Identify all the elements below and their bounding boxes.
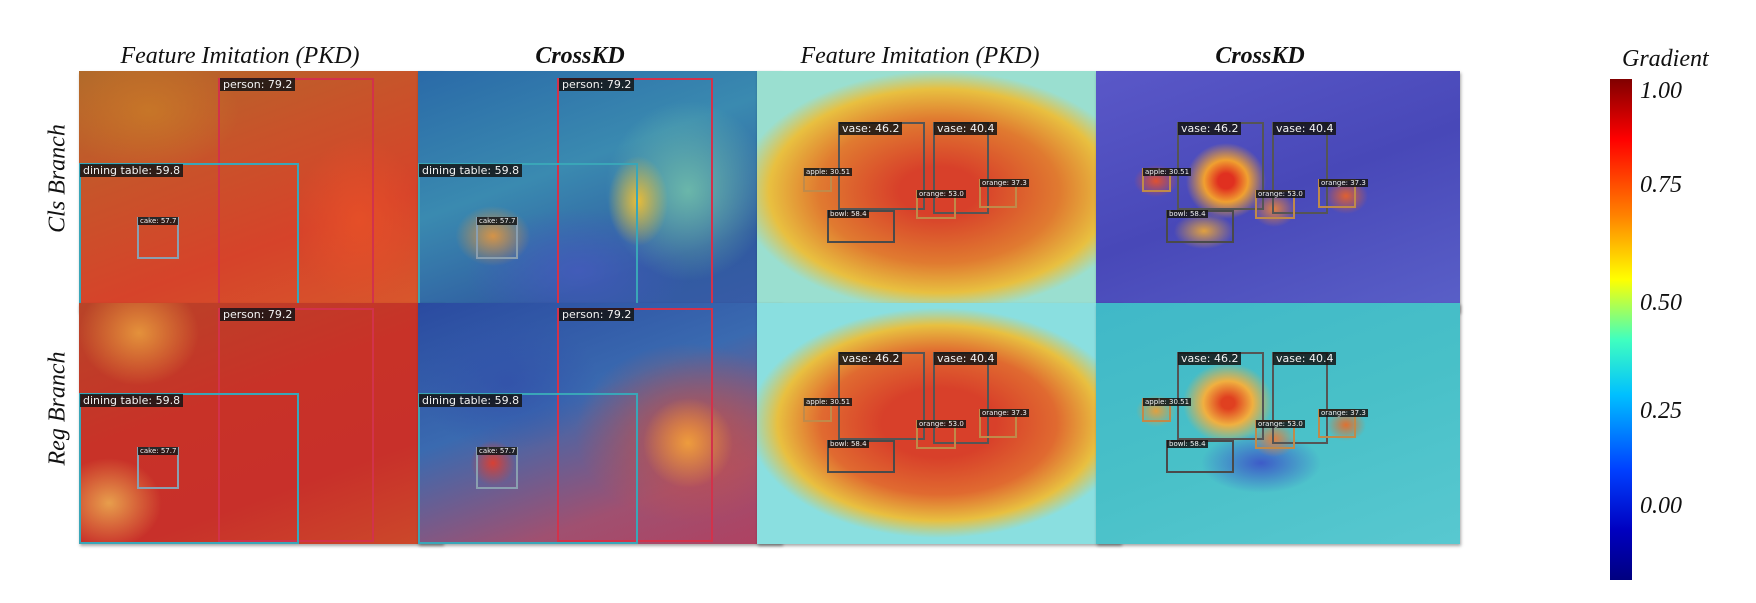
- vase-box-1: [838, 352, 925, 440]
- person-label: person: 79.2: [559, 78, 635, 91]
- heatmap-panel-pkd-child-reg: person: 79.2 dining table: 59.8 cake: 57…: [79, 303, 443, 544]
- row-label-reg: Reg Branch: [44, 351, 71, 466]
- person-box: [218, 308, 374, 542]
- vase-box-1: [1177, 122, 1264, 210]
- bowl-label: bowl: 58.4: [1167, 210, 1208, 218]
- cake-label: cake: 57.7: [138, 447, 179, 455]
- dining-table-label: dining table: 59.8: [80, 394, 184, 407]
- vase-label-2: vase: 40.4: [1273, 352, 1337, 365]
- row-label-cls: Cls Branch: [44, 124, 71, 233]
- dining-table-label: dining table: 59.8: [80, 164, 184, 177]
- orange-label-2: orange: 37.3: [1319, 179, 1368, 187]
- dining-table-label: dining table: 59.8: [419, 394, 523, 407]
- orange-label-1: orange: 53.0: [917, 420, 966, 428]
- bowl-label: bowl: 58.4: [828, 210, 869, 218]
- orange-label-2: orange: 37.3: [1319, 409, 1368, 417]
- colorbar-tick-1-00: 1.00: [1640, 78, 1682, 104]
- orange-label-1: orange: 53.0: [1256, 190, 1305, 198]
- dining-table-label: dining table: 59.8: [419, 164, 523, 177]
- apple-label: apple: 30.51: [804, 398, 853, 406]
- heatmap-panel-crosskd-still-life-cls: vase: 46.2 vase: 40.4 apple: 30.51 orang…: [1096, 71, 1460, 312]
- dining-table-box: [418, 163, 638, 312]
- colorbar-tick-0-50: 0.50: [1640, 290, 1682, 316]
- column-title-2: CrossKD: [535, 43, 625, 69]
- vase-box-1: [838, 122, 925, 210]
- vase-label-1: vase: 46.2: [839, 122, 903, 135]
- colorbar-tick-0-00: 0.00: [1640, 493, 1682, 519]
- person-label: person: 79.2: [220, 78, 296, 91]
- heatmap-panel-pkd-still-life-reg: vase: 46.2 vase: 40.4 apple: 30.51 orang…: [757, 303, 1121, 544]
- cake-label: cake: 57.7: [138, 217, 179, 225]
- vase-label-1: vase: 46.2: [1178, 122, 1242, 135]
- dining-table-box: [79, 163, 299, 312]
- orange-label-1: orange: 53.0: [917, 190, 966, 198]
- heatmap-panel-crosskd-child-cls: person: 79.2 dining table: 59.8 cake: 57…: [418, 71, 782, 312]
- heatmap-panel-pkd-still-life-cls: vase: 46.2 vase: 40.4 apple: 30.51 orang…: [757, 71, 1121, 312]
- heatmap-panel-crosskd-child-reg: person: 79.2 dining table: 59.8 cake: 57…: [418, 303, 782, 544]
- cake-label: cake: 57.7: [477, 217, 518, 225]
- colorbar-tick-0-25: 0.25: [1640, 398, 1682, 424]
- apple-label: apple: 30.51: [1143, 168, 1192, 176]
- bowl-label: bowl: 58.4: [1167, 440, 1208, 448]
- colorbar-tick-0-75: 0.75: [1640, 172, 1682, 198]
- dining-table-box: [79, 393, 299, 544]
- apple-label: apple: 30.51: [804, 168, 853, 176]
- vase-box-1: [1177, 352, 1264, 440]
- orange-label-1: orange: 53.0: [1256, 420, 1305, 428]
- colorbar-title: Gradient: [1622, 46, 1709, 72]
- vase-label-1: vase: 46.2: [839, 352, 903, 365]
- vase-label-1: vase: 46.2: [1178, 352, 1242, 365]
- column-title-1: Feature Imitation (PKD): [120, 43, 360, 69]
- cake-label: cake: 57.7: [477, 447, 518, 455]
- column-title-3: Feature Imitation (PKD): [800, 43, 1040, 69]
- person-box: [557, 308, 713, 542]
- column-title-4: CrossKD: [1215, 43, 1305, 69]
- heatmap-panel-crosskd-still-life-reg: vase: 46.2 vase: 40.4 apple: 30.51 orang…: [1096, 303, 1460, 544]
- bowl-label: bowl: 58.4: [828, 440, 869, 448]
- apple-label: apple: 30.51: [1143, 398, 1192, 406]
- vase-label-2: vase: 40.4: [934, 122, 998, 135]
- orange-label-2: orange: 37.3: [980, 179, 1029, 187]
- vase-label-2: vase: 40.4: [934, 352, 998, 365]
- person-label: person: 79.2: [559, 308, 635, 321]
- dining-table-box: [418, 393, 638, 544]
- vase-label-2: vase: 40.4: [1273, 122, 1337, 135]
- heatmap-panel-pkd-child-cls: person: 79.2 dining table: 59.8 cake: 57…: [79, 71, 443, 312]
- person-label: person: 79.2: [220, 308, 296, 321]
- orange-label-2: orange: 37.3: [980, 409, 1029, 417]
- colorbar-gradient: [1610, 79, 1632, 580]
